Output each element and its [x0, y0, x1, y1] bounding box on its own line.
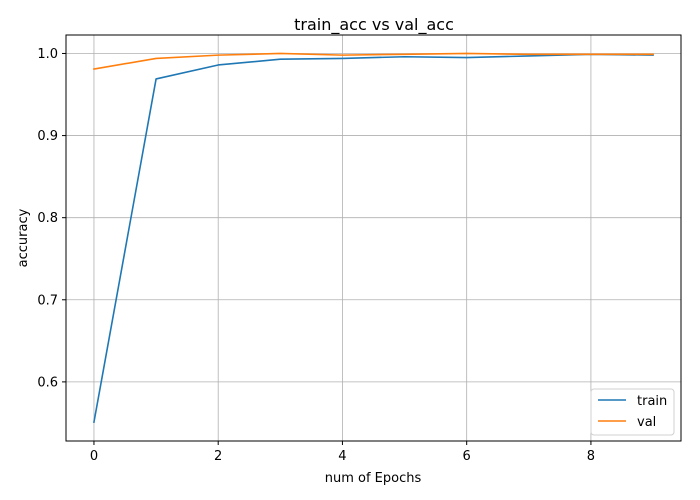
plot-area-border: [65, 34, 682, 442]
series-line-train: [93, 53, 654, 424]
x-tick-label: 0: [90, 449, 98, 464]
y-tick-label: 0.7: [37, 293, 58, 308]
ticks-layer: 0 2 4 6 8 0.6 0.7 0.8 0.9 1.0: [37, 47, 595, 464]
x-tick-label: 8: [587, 449, 595, 464]
legend: train val: [590, 388, 675, 436]
y-tick-label: 0.9: [37, 129, 58, 144]
y-tick-label: 1.0: [37, 47, 58, 62]
chart-title: train_acc vs val_acc: [294, 15, 454, 35]
legend-train-label: train: [637, 394, 667, 409]
x-tick-label: 6: [463, 449, 471, 464]
series-line-val: [93, 52, 654, 70]
y-tick-label: 0.6: [37, 375, 58, 390]
y-tick-label: 0.8: [37, 211, 58, 226]
series-layer: [93, 52, 654, 424]
y-axis-label: accuracy: [16, 208, 31, 267]
x-tick-label: 2: [214, 449, 222, 464]
legend-val-label: val: [637, 415, 656, 430]
x-tick-label: 4: [338, 449, 346, 464]
x-axis-label: num of Epochs: [325, 471, 422, 486]
grid-layer: [66, 35, 681, 441]
